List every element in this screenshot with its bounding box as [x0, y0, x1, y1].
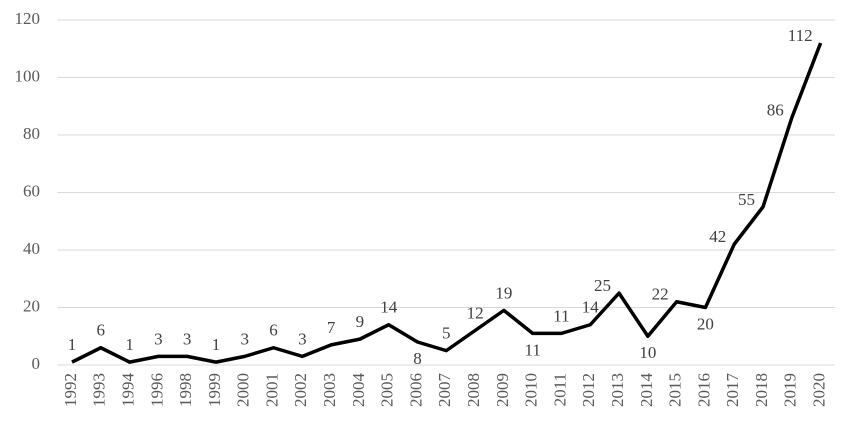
x-tick-label: 2007	[435, 373, 454, 408]
x-tick-label: 1998	[176, 373, 195, 407]
y-tick-label: 80	[23, 124, 40, 143]
x-tick-label: 2009	[493, 373, 512, 407]
data-label: 86	[767, 101, 784, 120]
y-tick-label: 0	[32, 354, 41, 373]
x-tick-label: 2014	[637, 373, 656, 408]
data-label: 12	[467, 303, 484, 322]
x-tick-label: 2010	[522, 373, 541, 407]
x-tick-label: 2005	[378, 373, 397, 407]
x-tick-label: 1999	[205, 373, 224, 407]
data-label: 8	[413, 349, 422, 368]
data-label: 42	[709, 227, 726, 246]
data-label: 5	[442, 324, 451, 343]
data-label: 10	[639, 343, 656, 362]
x-tick-label: 2012	[579, 373, 598, 407]
data-label: 3	[298, 329, 307, 348]
x-tick-label: 2008	[464, 373, 483, 407]
data-label: 55	[738, 190, 755, 209]
data-label: 25	[594, 276, 611, 295]
data-label: 1	[125, 335, 134, 354]
data-label: 1	[212, 335, 221, 354]
x-tick-label: 2006	[406, 373, 425, 407]
data-label: 6	[269, 321, 278, 340]
data-label: 6	[97, 321, 106, 340]
data-label: 19	[495, 283, 512, 302]
data-label: 3	[154, 329, 163, 348]
x-tick-label: 2004	[349, 373, 368, 408]
data-label: 112	[788, 26, 813, 45]
x-tick-label: 2002	[291, 373, 310, 407]
data-label: 20	[697, 314, 714, 333]
x-tick-label: 2017	[723, 373, 742, 408]
data-label: 3	[183, 329, 192, 348]
x-tick-label: 2003	[320, 373, 339, 407]
data-label: 3	[241, 329, 250, 348]
x-tick-label: 1992	[61, 373, 80, 407]
y-tick-label: 120	[15, 9, 41, 28]
x-tick-label: 1994	[118, 373, 137, 408]
data-label: 11	[524, 340, 540, 359]
data-label: 9	[356, 312, 365, 331]
x-tick-label: 2020	[810, 373, 829, 407]
x-tick-label: 1993	[90, 373, 109, 407]
y-tick-label: 40	[23, 239, 40, 258]
y-tick-label: 20	[23, 296, 40, 315]
x-tick-label: 2013	[608, 373, 627, 407]
x-tick-label: 2001	[262, 373, 281, 407]
x-tick-label: 2018	[752, 373, 771, 407]
x-tick-label: 2019	[781, 373, 800, 407]
y-tick-label: 60	[23, 181, 40, 200]
data-line	[71, 42, 823, 364]
data-label: 1	[68, 335, 77, 354]
x-tick-label: 2016	[694, 373, 713, 407]
x-tick-label: 1996	[147, 373, 166, 407]
x-tick-label: 2000	[234, 373, 253, 407]
data-label: 14	[380, 298, 398, 317]
data-label: 22	[652, 285, 669, 304]
y-tick-label: 100	[15, 66, 41, 85]
x-tick-label: 2015	[666, 373, 685, 407]
data-label: 7	[327, 318, 336, 337]
x-tick-label: 2011	[550, 373, 569, 406]
data-label: 14	[582, 298, 600, 317]
data-label: 11	[553, 306, 569, 325]
